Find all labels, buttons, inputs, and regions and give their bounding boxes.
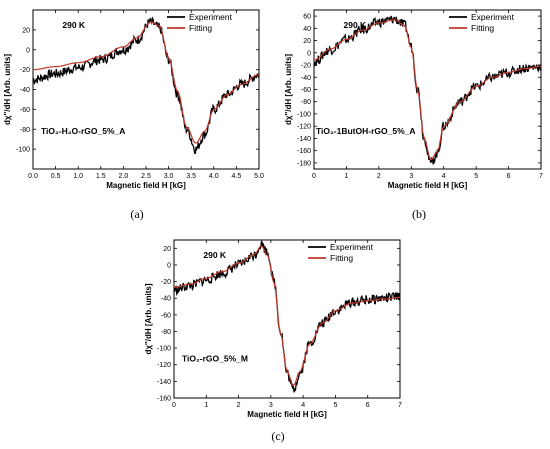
y-tick-label: -60 — [20, 107, 30, 114]
temperature-annotation: 290 K — [344, 20, 368, 30]
x-tick-label: 0 — [312, 173, 316, 180]
chart-panel-a: 0.0 0.5 1.0 1.5 2.0 2.5 3.0 3.5 4.0 4.5 5.0 20 0 -20 -… — [3, 9, 264, 190]
x-axis-label: Magnetic field H [kG] — [247, 410, 327, 419]
legend-label: Experiment — [189, 12, 233, 22]
x-tick-label: 2 — [237, 402, 241, 409]
series-line-experiment — [313, 15, 542, 165]
chart-panel-c: 0 1 2 3 4 5 6 7 20 0 -20 -40 -60 -80 -100 -120 -140 -160 M… — [144, 239, 402, 419]
legend-label: Fitting — [471, 23, 494, 33]
y-tick-label: -60 — [161, 312, 171, 319]
y-axis-label: dχ''/dH [Arb. units] — [284, 54, 293, 125]
y-tick-label: -80 — [20, 127, 30, 134]
y-tick-label: -140 — [297, 136, 311, 143]
x-axis-label: Magnetic field H [kG] — [106, 181, 186, 190]
x-tick-label: 5 — [474, 173, 478, 180]
x-tick-label: 0.0 — [28, 173, 38, 180]
y-tick-label: -120 — [297, 124, 311, 131]
x-tick-label: 2 — [377, 173, 381, 180]
y-tick-label: -140 — [157, 379, 171, 386]
y-tick-label: -20 — [161, 279, 171, 286]
x-tick-label: 4 — [301, 402, 305, 409]
sample-label: TiO₂-1ButOH-rGO_5%_A — [316, 126, 416, 136]
y-tick-label: -100 — [16, 147, 30, 154]
temperature-annotation: 290 K — [62, 20, 86, 30]
y-tick-label: -40 — [20, 87, 30, 94]
y-tick-label: 20 — [303, 38, 311, 45]
x-tick-label: 1 — [204, 402, 208, 409]
y-tick-label: -180 — [297, 160, 311, 167]
y-tick-label: -100 — [297, 111, 311, 118]
x-tick-label: 5.0 — [254, 173, 264, 180]
panel-caption: (b) — [412, 207, 426, 221]
x-tick-label: 0 — [172, 402, 176, 409]
series-line-fitting — [33, 21, 260, 144]
y-tick-label: -160 — [157, 396, 171, 403]
legend-label: Experiment — [471, 12, 515, 22]
y-tick-label: -80 — [161, 329, 171, 336]
x-tick-label: 4.5 — [232, 173, 242, 180]
x-tick-label: 7 — [539, 173, 543, 180]
y-tick-label: -20 — [20, 67, 30, 74]
x-tick-label: 2.5 — [141, 173, 151, 180]
panel-caption: (a) — [130, 207, 143, 221]
y-tick-label: 0 — [167, 262, 171, 269]
series-line-fitting — [313, 19, 541, 161]
temperature-annotation: 290 K — [203, 250, 227, 260]
y-tick-label: -80 — [301, 99, 311, 106]
x-tick-label: 4.0 — [209, 173, 219, 180]
x-tick-label: 0.5 — [51, 173, 61, 180]
plot-frame — [173, 239, 401, 399]
x-tick-label: 7 — [398, 402, 402, 409]
legend-label: Fitting — [189, 23, 212, 33]
y-tick-label: 40 — [303, 26, 311, 33]
y-tick-label: -40 — [161, 296, 171, 303]
x-tick-label: 3 — [409, 173, 413, 180]
x-tick-label: 4 — [442, 173, 446, 180]
y-axis-label: dχ''/dH [Arb. units] — [144, 283, 153, 354]
y-tick-label: -120 — [157, 362, 171, 369]
sample-label: TiO₂-rGO_5%_M — [182, 354, 248, 364]
series-line-fitting — [173, 245, 400, 387]
panel-caption: (c) — [271, 429, 284, 443]
y-axis-label: dχ''/dH [Arb. units] — [3, 54, 12, 125]
plot-frame — [313, 9, 542, 170]
y-tick-label: -100 — [157, 346, 171, 353]
y-tick-label: 20 — [163, 246, 171, 253]
y-tick-label: 20 — [22, 27, 30, 34]
y-tick-label: 0 — [26, 47, 30, 54]
chart-panel-b: 0 1 2 3 4 5 6 7 60 40 20 0 -20 -40 -60 -80 -100 -120 -140 -… — [284, 9, 543, 190]
x-tick-label: 1 — [344, 173, 348, 180]
sample-label: TiO₂-H₂O-rGO_5%_A — [41, 126, 125, 136]
x-tick-label: 6 — [366, 402, 370, 409]
x-tick-label: 2.0 — [119, 173, 129, 180]
legend-label: Experiment — [330, 242, 374, 252]
y-tick-label: -20 — [301, 63, 311, 70]
plot-frame — [32, 9, 260, 170]
x-tick-label: 1.0 — [73, 173, 83, 180]
x-axis-label: Magnetic field H [kG] — [388, 181, 468, 190]
y-tick-label: -40 — [301, 75, 311, 82]
y-tick-label: -160 — [297, 148, 311, 155]
legend-label: Fitting — [330, 253, 353, 263]
x-tick-label: 3.0 — [164, 173, 174, 180]
y-tick-label: 0 — [307, 50, 311, 57]
x-tick-label: 5 — [333, 402, 337, 409]
x-tick-label: 1.5 — [96, 173, 106, 180]
x-tick-label: 3 — [269, 402, 273, 409]
x-tick-label: 3.5 — [186, 173, 196, 180]
x-tick-label: 6 — [507, 173, 511, 180]
y-tick-label: -60 — [301, 87, 311, 94]
y-tick-label: 60 — [303, 14, 311, 21]
